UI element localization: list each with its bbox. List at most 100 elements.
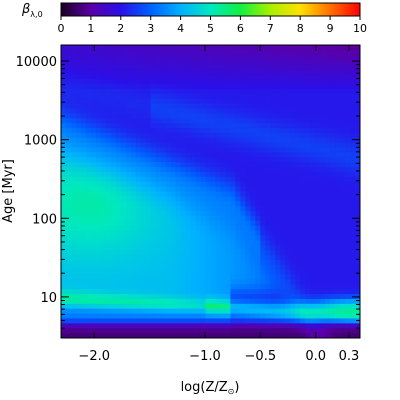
heatmap-cell: [220, 176, 227, 183]
heatmap-cell: [310, 211, 316, 217]
heatmap-cell: [265, 113, 271, 119]
heatmap-cell: [135, 269, 142, 276]
heatmap-cell: [100, 176, 107, 183]
heatmap-cell: [70, 181, 77, 188]
heatmap-cell: [265, 201, 271, 207]
heatmap-cell: [270, 49, 276, 56]
heatmap-cell: [325, 142, 331, 149]
heatmap-cell: [120, 88, 127, 95]
heatmap-cell: [255, 74, 261, 80]
heatmap-cell: [110, 274, 117, 280]
heatmap-cell: [95, 259, 102, 266]
heatmap-cell: [220, 211, 227, 217]
heatmap-cell: [100, 113, 107, 119]
heatmap-cell: [130, 191, 137, 197]
heatmap-cell: [100, 103, 107, 110]
heatmap-cell: [195, 167, 202, 173]
heatmap-cell: [295, 93, 301, 100]
heatmap-cell: [115, 103, 122, 110]
heatmap-cell: [70, 201, 77, 207]
heatmap-cell: [140, 206, 147, 212]
heatmap-cell: [155, 303, 162, 310]
heatmap-cell: [190, 284, 197, 290]
heatmap-cell: [265, 284, 271, 290]
heatmap-cell: [85, 328, 92, 334]
heatmap-cell: [70, 69, 77, 75]
heatmap-cell: [335, 74, 341, 80]
heatmap-cell: [200, 69, 207, 75]
heatmap-cell: [245, 294, 251, 300]
heatmap-cell: [265, 157, 271, 163]
heatmap-cell: [160, 303, 167, 310]
heatmap-cell: [130, 64, 137, 71]
heatmap-cell: [155, 235, 162, 241]
heatmap-cell: [180, 206, 187, 212]
heatmap-cell: [320, 79, 326, 85]
heatmap-cell: [240, 59, 246, 66]
heatmap-cell: [155, 113, 162, 119]
heatmap-cell: [140, 294, 147, 300]
heatmap-cell: [75, 113, 82, 119]
heatmap-cell: [160, 196, 167, 202]
heatmap-cell: [61, 235, 67, 241]
heatmap-cell: [325, 79, 331, 85]
colorbar-tick-label: 9: [327, 22, 334, 35]
heatmap-cell: [250, 191, 256, 197]
heatmap-cell: [115, 45, 122, 51]
heatmap-cell: [175, 167, 182, 173]
heatmap-cell: [315, 308, 321, 315]
heatmap-cell: [350, 88, 356, 95]
colorbar-tick-label: 10: [353, 22, 367, 35]
heatmap-cell: [65, 328, 72, 334]
heatmap-cell: [220, 171, 227, 178]
heatmap-cell: [110, 108, 117, 114]
heatmap-cell: [105, 298, 112, 305]
heatmap-cell: [210, 84, 217, 90]
heatmap-cell: [100, 45, 107, 51]
heatmap-cell: [250, 181, 256, 188]
heatmap-cell: [230, 186, 237, 193]
heatmap-cell: [215, 59, 222, 66]
heatmap-cell: [160, 211, 167, 217]
heatmap-cell: [320, 167, 326, 173]
heatmap-cell: [200, 84, 207, 90]
heatmap-cell: [250, 196, 256, 202]
heatmap-cell: [190, 230, 197, 237]
heatmap-cell: [190, 245, 197, 251]
heatmap-cell: [150, 235, 157, 241]
heatmap-cell: [300, 118, 306, 124]
heatmap-cell: [180, 181, 187, 188]
heatmap-cell: [275, 167, 281, 173]
heatmap-cell: [290, 79, 296, 85]
heatmap-cell: [290, 264, 296, 271]
heatmap-cell: [70, 142, 77, 149]
heatmap-cell: [220, 64, 227, 71]
heatmap-cell: [315, 318, 321, 324]
heatmap-cell: [160, 294, 167, 300]
heatmap-cell: [75, 269, 82, 276]
heatmap-cell: [125, 176, 132, 183]
heatmap-cell: [65, 88, 72, 95]
heatmap-cell: [275, 264, 281, 271]
heatmap-cell: [300, 147, 306, 154]
heatmap-cell: [255, 323, 261, 329]
heatmap-cell: [130, 132, 137, 139]
heatmap-cell: [260, 274, 266, 280]
heatmap-cell: [330, 294, 336, 300]
heatmap-cell: [110, 167, 117, 173]
heatmap-cell: [115, 186, 122, 193]
heatmap-cell: [290, 167, 296, 173]
heatmap-cell: [260, 49, 266, 56]
heatmap-cell: [180, 323, 187, 329]
heatmap-cell: [270, 181, 276, 188]
heatmap-cell: [345, 176, 351, 183]
heatmap-cell: [225, 274, 232, 280]
heatmap-cell: [85, 181, 92, 188]
heatmap-cell: [130, 220, 137, 227]
heatmap-cell: [335, 196, 341, 202]
heatmap-cell: [95, 318, 102, 324]
x-tick-label: 0.3: [339, 349, 360, 364]
heatmap-cell: [295, 69, 301, 75]
heatmap-cell: [145, 230, 152, 237]
heatmap-cell: [80, 220, 87, 227]
